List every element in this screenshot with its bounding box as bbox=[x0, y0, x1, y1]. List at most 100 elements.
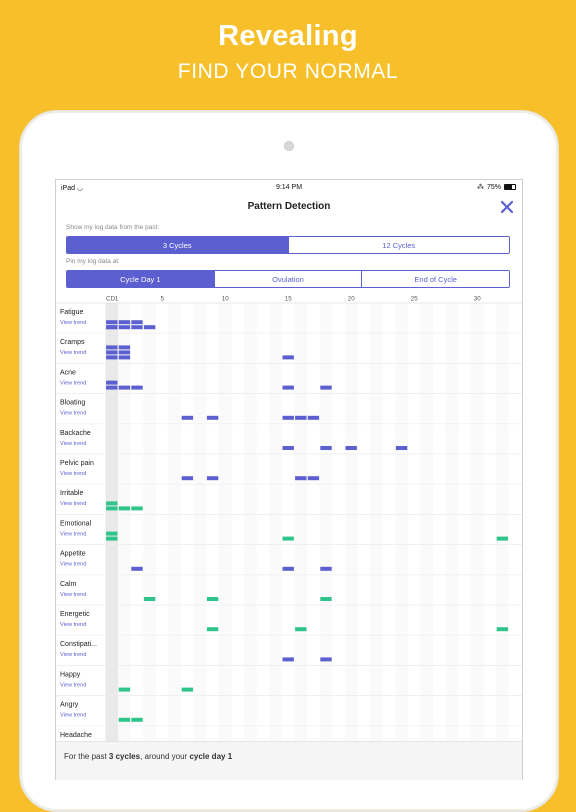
view-trend-link[interactable]: View trend bbox=[60, 713, 86, 719]
range-option-12-cycles[interactable]: 12 Cycles bbox=[287, 237, 509, 253]
log-mark bbox=[496, 536, 509, 541]
status-right: ⁂ 75% bbox=[477, 183, 516, 191]
log-mark bbox=[295, 476, 307, 481]
view-trend-link[interactable]: View trend bbox=[60, 441, 86, 447]
log-mark bbox=[106, 506, 118, 511]
log-mark bbox=[131, 325, 143, 330]
log-mark bbox=[282, 657, 294, 662]
bluetooth-icon: ⁂ bbox=[476, 184, 484, 191]
pin-segmented-control: Cycle Day 1 Ovulation End of Cycle bbox=[66, 270, 510, 288]
close-icon[interactable] bbox=[500, 200, 514, 214]
day-column bbox=[105, 303, 119, 741]
day-column bbox=[307, 303, 320, 741]
day-column bbox=[382, 303, 396, 741]
device-label: iPad bbox=[61, 185, 76, 192]
log-mark bbox=[118, 355, 131, 360]
symptom-row-emotional: Emotional View trend bbox=[56, 520, 522, 545]
view-trend-link[interactable]: View trend bbox=[60, 592, 86, 598]
log-mark bbox=[320, 657, 332, 662]
day-column bbox=[218, 303, 232, 741]
day-column bbox=[344, 303, 358, 741]
summary-day: cycle day 1 bbox=[189, 752, 233, 761]
axis-label-cd1: CD1 bbox=[106, 296, 119, 303]
promo-title: Revealing bbox=[218, 20, 358, 52]
symptom-row-angry: Angry View trend bbox=[56, 702, 522, 727]
symptom-name: Irritable bbox=[60, 490, 83, 497]
log-mark bbox=[282, 415, 294, 420]
log-mark bbox=[295, 627, 307, 632]
axis-tick-label: 10 bbox=[222, 296, 229, 303]
day-column bbox=[483, 303, 497, 741]
log-mark bbox=[106, 350, 118, 355]
day-column bbox=[395, 303, 408, 741]
view-trend-link[interactable]: View trend bbox=[60, 652, 86, 658]
view-trend-link[interactable]: View trend bbox=[60, 501, 86, 507]
summary-footer: For the past 3 cycles, around your cycle… bbox=[56, 741, 522, 780]
log-mark bbox=[106, 320, 118, 325]
log-mark bbox=[118, 687, 131, 692]
pin-option-cycle-day-1[interactable]: Cycle Day 1 bbox=[67, 271, 214, 287]
battery-percent: 75% bbox=[486, 183, 501, 191]
symptom-row-cramps: Cramps View trend bbox=[56, 339, 522, 364]
view-trend-link[interactable]: View trend bbox=[60, 320, 86, 326]
day-column bbox=[508, 303, 522, 741]
symptom-name: Bloating bbox=[60, 400, 85, 407]
range-option-3-cycles[interactable]: 3 Cycles bbox=[67, 237, 288, 253]
day-column bbox=[231, 303, 245, 741]
log-mark bbox=[307, 415, 320, 420]
log-mark bbox=[118, 350, 131, 355]
symptom-name: Pelvic pain bbox=[60, 460, 94, 467]
pin-option-ovulation[interactable]: Ovulation bbox=[213, 271, 362, 287]
status-bar: iPad ◡ 9:14 PM ⁂ 75% bbox=[56, 180, 522, 196]
log-mark bbox=[143, 325, 156, 330]
symptom-row-happy: Happy View trend bbox=[56, 671, 522, 696]
log-mark bbox=[118, 325, 131, 330]
pin-option-end-of-cycle[interactable]: End of Cycle bbox=[361, 271, 509, 287]
day-column bbox=[433, 303, 446, 741]
symptom-row-appetite: Appetite View trend bbox=[56, 551, 522, 576]
log-mark bbox=[106, 325, 118, 330]
axis-tick-label: 15 bbox=[285, 296, 292, 303]
view-trend-link[interactable]: View trend bbox=[60, 471, 86, 477]
promo-subtitle: FIND YOUR NORMAL bbox=[177, 60, 399, 83]
view-trend-link[interactable]: View trend bbox=[60, 350, 86, 356]
app-screen: iPad ◡ 9:14 PM ⁂ 75% Pattern Detection S… bbox=[55, 179, 523, 780]
log-mark bbox=[320, 385, 332, 390]
day-column bbox=[256, 303, 270, 741]
pin-label: Pin my log data at: bbox=[66, 258, 120, 265]
day-column bbox=[470, 303, 484, 741]
symptom-name: Cramps bbox=[60, 339, 85, 346]
log-mark bbox=[106, 501, 118, 506]
log-mark bbox=[320, 446, 332, 450]
view-trend-link[interactable]: View trend bbox=[60, 682, 86, 688]
log-mark bbox=[282, 536, 294, 541]
view-trend-link[interactable]: View trend bbox=[60, 411, 86, 417]
log-mark bbox=[181, 687, 194, 692]
symptom-row-bloating: Bloating View trend bbox=[56, 400, 522, 425]
view-trend-link[interactable]: View trend bbox=[60, 531, 86, 537]
log-mark bbox=[496, 627, 509, 632]
log-mark bbox=[282, 355, 294, 360]
log-mark bbox=[143, 597, 156, 601]
log-mark bbox=[320, 597, 332, 601]
view-trend-link[interactable]: View trend bbox=[60, 380, 86, 386]
log-mark bbox=[118, 320, 131, 325]
axis-tick-label: 30 bbox=[474, 296, 481, 303]
summary-middle: , around your bbox=[140, 752, 190, 761]
view-trend-link[interactable]: View trend bbox=[60, 622, 86, 628]
range-segmented-control: 3 Cycles 12 Cycles bbox=[66, 236, 510, 254]
summary-text: For the past 3 cycles, around your cycle… bbox=[64, 752, 232, 761]
day-column bbox=[269, 303, 282, 741]
log-mark bbox=[206, 627, 219, 632]
day-column bbox=[281, 303, 295, 741]
axis-tick-label: 20 bbox=[348, 296, 355, 303]
log-mark bbox=[131, 320, 143, 325]
symptom-row-irritable: Irritable View trend bbox=[56, 490, 522, 515]
log-mark bbox=[118, 506, 131, 511]
view-trend-link[interactable]: View trend bbox=[60, 562, 86, 568]
status-left: iPad ◡ bbox=[61, 184, 83, 192]
day-column bbox=[143, 303, 156, 741]
log-mark bbox=[106, 385, 118, 390]
log-mark bbox=[181, 415, 194, 420]
day-column bbox=[370, 303, 383, 741]
